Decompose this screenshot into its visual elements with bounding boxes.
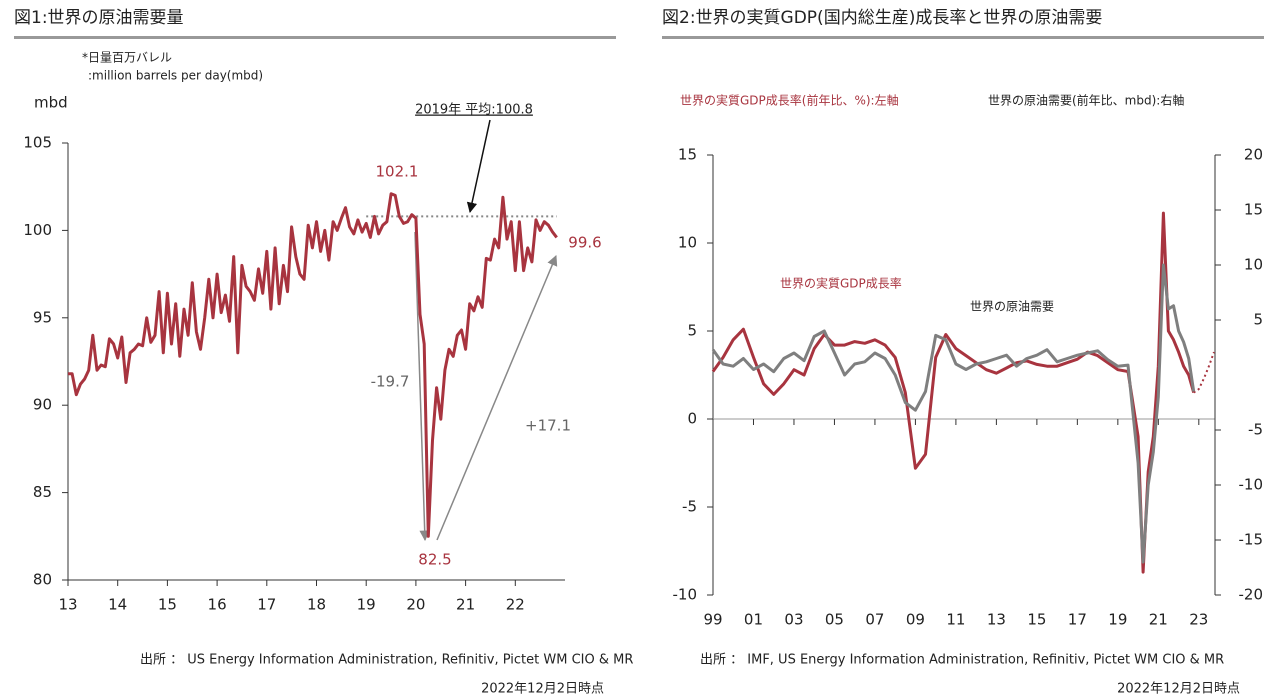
source: 出所 ： IMF, US Energy Information Administ… [700, 653, 1224, 668]
arrow [436, 255, 558, 541]
y-tick-label: 85 [33, 483, 52, 501]
series-line [711, 211, 1196, 574]
x-tick-label: 15 [1027, 611, 1046, 629]
annotation: -19.7 [371, 373, 410, 391]
date: 2022年12月2日時点 [1117, 682, 1240, 697]
legend-text: 世界の原油需要(前年比、mbd):右軸 [988, 93, 1184, 108]
title-rule [662, 36, 1264, 39]
y2-tick-label: 20 [1244, 146, 1263, 164]
legend-text: 世界の実質GDP成長率(前年比、%):左軸 [680, 93, 899, 108]
x-tick-label: 18 [307, 596, 326, 614]
note: *日量百万バレル [82, 51, 172, 65]
source: 出所 ： US Energy Information Administratio… [140, 653, 633, 668]
y-tick-label: 100 [23, 221, 52, 239]
forecast-line [1193, 351, 1215, 394]
series-label: 世界の原油需要 [970, 300, 1054, 314]
y2-tick-label: -5 [1248, 421, 1263, 439]
x-tick-label: 23 [1189, 611, 1208, 629]
x-tick-label: 16 [208, 596, 227, 614]
x-tick-label: 15 [158, 596, 177, 614]
arrow [414, 231, 430, 542]
x-tick-label: 22 [506, 596, 525, 614]
y2-tick-label: 10 [1244, 256, 1263, 274]
y-tick-label: 95 [33, 308, 52, 326]
x-tick-label: 07 [865, 611, 884, 629]
x-tick-label: 17 [257, 596, 276, 614]
y2-tick-label: -15 [1239, 531, 1264, 549]
y2-tick-label: -20 [1239, 586, 1264, 604]
y-tick-label: 90 [33, 396, 52, 414]
y-tick-label: 80 [33, 571, 52, 589]
series-label: 世界の実質GDP成長率 [780, 276, 902, 291]
x-tick-label: 11 [946, 611, 965, 629]
x-tick-label: 13 [58, 596, 77, 614]
y-tick-label: 0 [687, 410, 697, 428]
x-tick-label: 13 [987, 611, 1006, 629]
chart-title: 図2:世界の実質GDP(国内総生産)成長率と世界の原油需要 [662, 8, 1102, 28]
y2-tick-label: 5 [1253, 311, 1263, 329]
y-tick-label: -5 [682, 498, 697, 516]
x-tick-label: 17 [1068, 611, 1087, 629]
date: 2022年12月2日時点 [481, 682, 604, 697]
y-tick-label: 5 [687, 322, 697, 340]
x-tick-label: 05 [825, 611, 844, 629]
x-tick-label: 20 [406, 596, 425, 614]
title-rule [14, 36, 616, 39]
x-tick-label: 14 [108, 596, 127, 614]
y-tick-label: 10 [678, 234, 697, 252]
y-axis-label: mbd [34, 94, 68, 112]
annotation: 102.1 [376, 163, 419, 181]
note: :million barrels per day(mbd) [88, 69, 263, 83]
arrow [466, 119, 491, 214]
annotation: 99.6 [568, 234, 601, 252]
reference-label: 2019年 平均:100.8 [415, 103, 533, 118]
x-tick-label: 01 [744, 611, 763, 629]
y2-tick-label: -10 [1239, 476, 1264, 494]
chart-title: 図1:世界の原油需要量 [14, 8, 184, 28]
y2-tick-label: 15 [1244, 201, 1263, 219]
x-tick-label: 19 [1108, 611, 1127, 629]
y-tick-label: 105 [23, 134, 52, 152]
x-tick-label: 99 [703, 611, 722, 629]
series-line [711, 263, 1196, 564]
annotation: 82.5 [418, 551, 451, 569]
x-tick-label: 03 [784, 611, 803, 629]
y-tick-label: -10 [673, 586, 698, 604]
annotation: +17.1 [525, 417, 571, 435]
series-line [68, 192, 558, 538]
x-tick-label: 21 [456, 596, 475, 614]
y-tick-label: 15 [678, 146, 697, 164]
x-tick-label: 19 [357, 596, 376, 614]
x-tick-label: 09 [906, 611, 925, 629]
x-tick-label: 21 [1149, 611, 1168, 629]
